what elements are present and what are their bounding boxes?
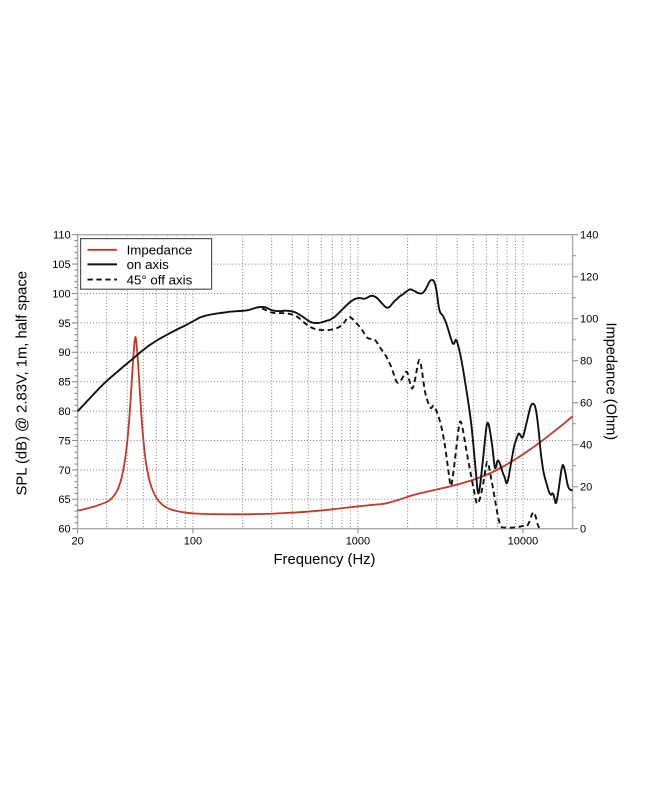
svg-text:80: 80 [58, 406, 70, 418]
svg-text:on axis: on axis [127, 257, 169, 272]
svg-text:60: 60 [580, 398, 592, 410]
svg-text:Frequency (Hz): Frequency (Hz) [274, 552, 376, 568]
svg-text:95: 95 [58, 318, 70, 330]
svg-text:40: 40 [580, 440, 592, 452]
svg-text:20: 20 [71, 535, 83, 547]
svg-text:75: 75 [58, 435, 70, 447]
svg-text:100: 100 [52, 288, 70, 300]
svg-text:85: 85 [58, 377, 70, 389]
svg-text:0: 0 [580, 524, 586, 536]
svg-text:60: 60 [58, 524, 70, 536]
svg-text:1000: 1000 [346, 535, 370, 547]
svg-text:100: 100 [184, 535, 202, 547]
svg-text:90: 90 [58, 347, 70, 359]
svg-text:Impedance: Impedance [127, 243, 193, 258]
svg-text:20: 20 [580, 482, 592, 494]
svg-text:Impedance (Ohm): Impedance (Ohm) [602, 322, 618, 440]
svg-text:70: 70 [58, 465, 70, 477]
svg-text:105: 105 [52, 259, 70, 271]
svg-text:SPL (dB) @ 2.83V, 1m, half spa: SPL (dB) @ 2.83V, 1m, half space [15, 271, 31, 496]
svg-text:10000: 10000 [508, 535, 539, 547]
svg-text:100: 100 [580, 314, 598, 326]
svg-text:110: 110 [53, 230, 71, 242]
svg-text:65: 65 [58, 494, 70, 506]
svg-text:120: 120 [580, 272, 598, 284]
svg-text:80: 80 [580, 356, 592, 368]
svg-text:45° off axis: 45° off axis [127, 272, 193, 287]
svg-text:140: 140 [580, 230, 598, 242]
